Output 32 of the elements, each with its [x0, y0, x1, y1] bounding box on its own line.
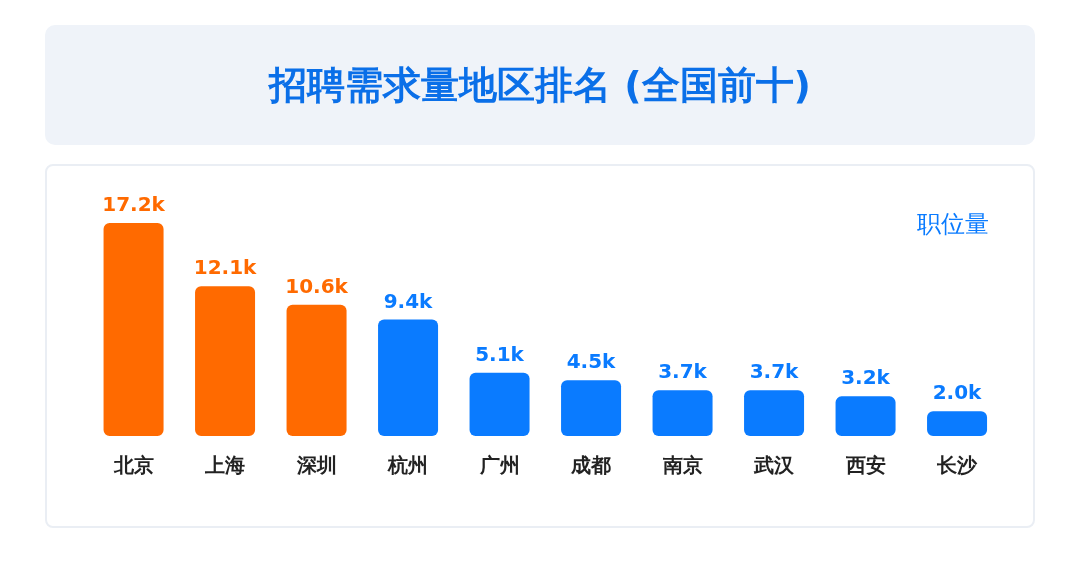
x-tick-label: 北京	[112, 453, 154, 478]
chart-title: 招聘需求量地区排名 (全国前十)	[269, 61, 811, 109]
bar	[652, 390, 713, 436]
bar	[927, 411, 988, 436]
data-label: 2.0k	[932, 380, 983, 405]
x-tick-label: 杭州	[387, 453, 429, 478]
data-label: 10.6k	[285, 273, 349, 298]
data-label: 12.1k	[193, 255, 258, 280]
data-label: 9.4k	[383, 288, 434, 313]
annotation: 职位量	[917, 209, 989, 240]
bar	[195, 286, 256, 436]
bar	[835, 396, 896, 436]
bar	[103, 223, 164, 436]
x-tick-label: 武汉	[753, 453, 796, 478]
x-tick-label: 南京	[661, 453, 703, 478]
data-label: 5.1k	[475, 341, 525, 366]
bar	[378, 319, 439, 436]
x-tick-label: 成都	[570, 453, 612, 478]
bar	[286, 304, 347, 436]
data-label: 17.2k	[102, 192, 166, 216]
x-tick-label: 上海	[204, 453, 246, 478]
x-tick-label: 长沙	[936, 453, 979, 478]
data-label: 4.5k	[566, 349, 617, 374]
bar	[561, 380, 622, 436]
x-tick-label: 西安	[844, 453, 886, 478]
x-tick-label: 广州	[478, 453, 520, 478]
bar	[744, 390, 805, 436]
x-tick-label: 深圳	[295, 453, 337, 478]
data-label: 3.7k	[658, 359, 708, 384]
data-label: 3.7k	[749, 359, 800, 384]
data-label: 3.2k	[841, 365, 891, 390]
bar	[469, 372, 530, 436]
